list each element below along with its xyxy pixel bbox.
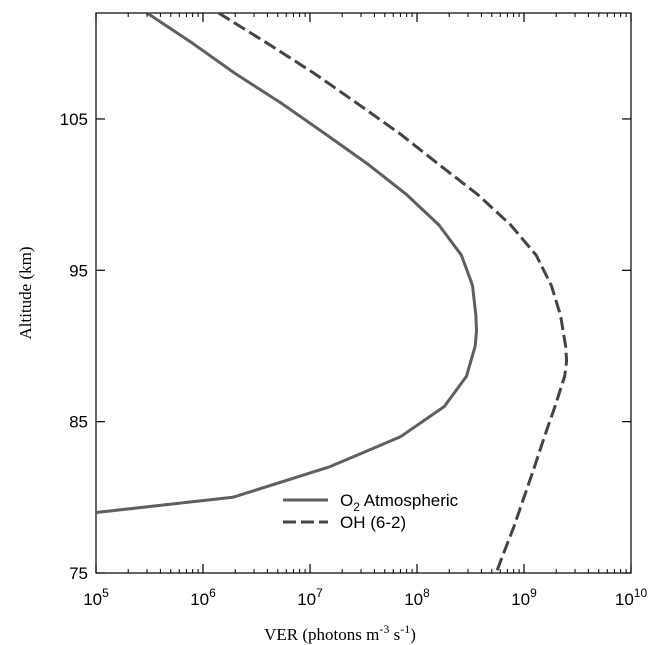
series-line-o2-atmospheric — [95, 11, 478, 514]
y-tick-label: 95 — [69, 261, 88, 280]
x-axis-title: VER (photons m-3 s-1) — [264, 622, 416, 644]
legend-label-oh: OH (6-2) — [340, 513, 406, 532]
x-tick-label: 108 — [404, 586, 430, 609]
x-tick-label: 1010 — [615, 586, 648, 609]
legend: O2 Atmospheric OH (6-2) — [283, 491, 459, 532]
series-layer — [95, 11, 569, 574]
x-tick-label: 107 — [297, 586, 323, 609]
y-tick-label: 105 — [60, 110, 88, 129]
series-line-oh-6-2 — [217, 11, 569, 574]
x-tick-label: 109 — [511, 586, 537, 609]
legend-label-o2: O2 Atmospheric — [340, 491, 459, 514]
x-axis-title-sup2: -1 — [400, 622, 410, 636]
y-axis-ticks: 75 85 95 105 — [60, 110, 631, 583]
x-tick-label: 106 — [190, 586, 216, 609]
plot-frame — [95, 12, 632, 574]
x-axis-ticks: 105 106 107 108 109 1010 — [83, 13, 647, 609]
y-axis-title: Altitude (km) — [16, 246, 35, 339]
x-tick-label: 105 — [83, 586, 109, 609]
y-tick-label: 85 — [69, 413, 88, 432]
y-tick-label: 75 — [69, 564, 88, 583]
x-axis-title-sup1: -3 — [379, 622, 389, 636]
